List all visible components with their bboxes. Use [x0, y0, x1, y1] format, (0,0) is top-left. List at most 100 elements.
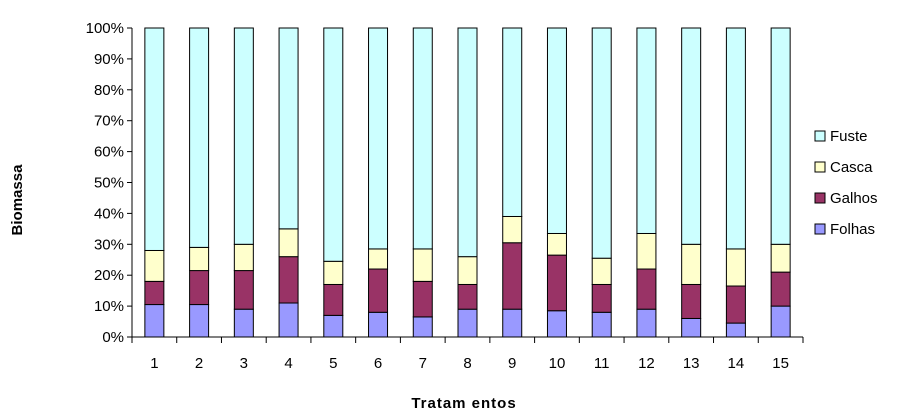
x-tick-label: 5: [329, 355, 337, 372]
bar-segment-folhas: [412, 316, 433, 338]
bar-segment-fuste: [636, 27, 657, 234]
y-tick-label: 60%: [94, 144, 124, 161]
bar-segment-casca: [144, 249, 165, 282]
x-axis-title: Tratam entos: [411, 395, 516, 412]
x-tick-label: 7: [419, 355, 427, 372]
bar-segment-folhas: [591, 311, 612, 338]
bar-segment-casca: [189, 246, 210, 272]
y-axis-title: Biomassa: [9, 164, 26, 236]
bar-segment-folhas: [502, 308, 523, 338]
y-axis-ticks: 0% 10% 20% 30% 40% 50% 60% 70% 80% 90% 100%: [86, 20, 132, 346]
x-tick-label: 1: [150, 355, 158, 372]
x-tick-label: 13: [683, 355, 700, 372]
legend-swatch-folhas: [814, 223, 826, 235]
bar-segment-fuste: [502, 27, 523, 217]
legend-label-galhos: Galhos: [830, 190, 878, 207]
bar-segment-fuste: [457, 27, 478, 258]
bar-segment-galhos: [636, 268, 657, 310]
bar-segment-fuste: [368, 27, 389, 250]
bar-segment-fuste: [144, 27, 165, 251]
x-tick-label: 11: [594, 355, 610, 372]
x-tick-label: 2: [195, 355, 203, 372]
bar-segment-galhos: [725, 285, 746, 324]
bar-segment-folhas: [189, 304, 210, 338]
x-tick-label: 6: [374, 355, 382, 372]
y-tick-label: 10%: [94, 298, 124, 315]
bar-segment-casca: [457, 256, 478, 285]
y-tick-label: 20%: [94, 267, 124, 284]
bar-segment-fuste: [770, 27, 791, 245]
x-tick-label: 12: [638, 355, 655, 372]
bar-segment-fuste: [591, 27, 612, 259]
y-tick-label: 50%: [94, 175, 124, 192]
bar-segment-folhas: [368, 311, 389, 338]
bar-segment-galhos: [412, 280, 433, 318]
legend: Fuste Casca Galhos Folhas: [814, 128, 878, 238]
bar-segment-casca: [278, 228, 299, 258]
bar-segment-folhas: [681, 317, 702, 338]
bar-segment-fuste: [412, 27, 433, 250]
bar-segment-fuste: [725, 27, 746, 250]
y-tick-label: 90%: [94, 51, 124, 68]
y-tick-label: 30%: [94, 236, 124, 253]
bar-segment-folhas: [144, 304, 165, 338]
legend-label-fuste: Fuste: [830, 128, 868, 145]
legend-label-folhas: Folhas: [830, 221, 875, 238]
x-tick-label: 9: [508, 355, 516, 372]
bar-segment-galhos: [323, 283, 344, 316]
bar-segment-casca: [636, 232, 657, 270]
bar-segment-casca: [681, 243, 702, 285]
bar-segment-galhos: [189, 270, 210, 306]
bar-segment-fuste: [189, 27, 210, 248]
bar-segment-galhos: [681, 283, 702, 319]
bar-segment-folhas: [546, 310, 567, 338]
bar-segment-folhas: [457, 308, 478, 338]
bar-segment-fuste: [546, 27, 567, 234]
bar-segment-galhos: [457, 283, 478, 310]
bar-segment-casca: [725, 248, 746, 287]
bar-segment-galhos: [233, 270, 254, 310]
bar-segment-casca: [502, 215, 523, 244]
x-axis-ticks: 1 2 3 4 5 6 7 8 9 10 11 12 13 14 15: [131, 337, 804, 372]
y-tick-label: 40%: [94, 205, 124, 222]
bar-segment-folhas: [233, 308, 254, 338]
x-tick-label: 3: [240, 355, 248, 372]
bar-segment-casca: [546, 232, 567, 256]
bar-segment-galhos: [546, 254, 567, 312]
bar-segment-fuste: [233, 27, 254, 245]
bar-segment-folhas: [636, 308, 657, 338]
bar-segment-fuste: [323, 27, 344, 262]
bar-segment-galhos: [770, 271, 791, 307]
bar-segment-casca: [233, 243, 254, 272]
legend-label-casca: Casca: [830, 159, 873, 176]
y-tick-label: 100%: [86, 20, 124, 37]
legend-swatch-casca: [814, 161, 826, 173]
bar-segment-galhos: [368, 268, 389, 313]
bar-segment-galhos: [278, 256, 299, 304]
x-tick-label: 4: [284, 355, 292, 372]
bar-segment-casca: [368, 248, 389, 270]
x-tick-label: 10: [549, 355, 566, 372]
bar-segment-galhos: [502, 242, 523, 310]
bar-segment-folhas: [323, 314, 344, 338]
bar-segment-fuste: [278, 27, 299, 230]
bar-segment-casca: [770, 243, 791, 273]
y-tick-label: 70%: [94, 113, 124, 130]
x-tick-label: 14: [728, 355, 745, 372]
bar-segment-galhos: [591, 283, 612, 313]
x-tick-label: 15: [772, 355, 789, 372]
x-tick-label: 8: [463, 355, 471, 372]
legend-swatch-galhos: [814, 192, 826, 204]
legend-swatch-fuste: [814, 130, 826, 142]
bar-segment-galhos: [144, 280, 165, 306]
bar-segment-folhas: [770, 305, 791, 338]
bar-segment-folhas: [278, 302, 299, 338]
y-tick-label: 80%: [94, 82, 124, 99]
bar-segment-casca: [323, 260, 344, 285]
bar-segment-casca: [591, 257, 612, 285]
plot-area: [131, 27, 803, 338]
y-tick-label: 0%: [102, 329, 124, 346]
bar-segment-fuste: [681, 27, 702, 245]
bar-segment-folhas: [725, 322, 746, 338]
